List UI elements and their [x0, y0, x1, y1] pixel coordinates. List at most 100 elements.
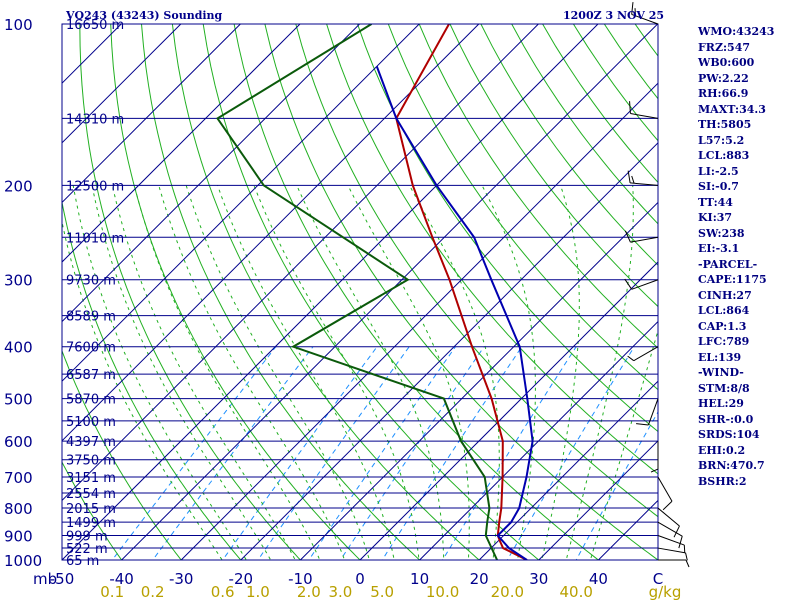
wind-barb-staff	[657, 476, 673, 502]
mixing-ratio-lines	[111, 346, 658, 560]
mixing-ratio-line	[308, 346, 456, 560]
height-label: 5100 m	[66, 415, 116, 430]
height-label: 9730 m	[66, 274, 116, 289]
wind-barb	[636, 398, 659, 426]
wind-barb-staff	[633, 346, 659, 362]
sounding-index-item: CAPE:1175	[698, 273, 767, 286]
wind-barb-feather	[624, 230, 631, 243]
wind-barb	[657, 547, 688, 561]
mixing-ratio-tick-labels: 0.1 0.2 0.6 1.0 2.0 3.0 5.0 10.0 20.0 40.0 g/kg	[100, 583, 681, 600]
isotherm-line	[62, 24, 599, 560]
height-label: 2554 m	[66, 487, 116, 502]
mixing-ratio-tick-label: 20.0	[491, 583, 524, 600]
sounding-index-item: L57:5.2	[698, 133, 745, 147]
pressure-tick-label: 700	[4, 469, 33, 487]
height-label: 2015 m	[66, 502, 116, 517]
isotherm-line	[359, 261, 658, 560]
isotherm-line	[62, 24, 420, 382]
wind-barb	[624, 230, 659, 243]
dry-adiabat	[387, 24, 658, 391]
dry-adiabat	[202, 24, 540, 560]
height-label: 999 m	[66, 529, 108, 544]
pressure-tick-label: 900	[4, 527, 33, 545]
moist-adiabat	[481, 185, 536, 560]
wind-barb-feather	[685, 552, 688, 561]
temperature-profile	[395, 24, 528, 560]
wind-barb-staff	[647, 398, 659, 426]
mixing-ratio-line	[152, 346, 314, 560]
wind-barb	[657, 507, 680, 538]
wind-barb-staff	[657, 507, 680, 527]
wind-barb	[658, 559, 690, 568]
wind-barb-feather	[685, 559, 690, 568]
dry-adiabat	[62, 199, 242, 560]
wind-barb	[657, 476, 673, 511]
moist-adiabat	[91, 185, 272, 560]
isotherm-line	[62, 24, 241, 204]
sounding-index-item: WMO:43243	[698, 25, 775, 38]
wind-barb-staff	[631, 13, 659, 25]
background-lines	[62, 24, 658, 560]
dry-adiabat	[264, 24, 658, 560]
isotherm-line	[62, 24, 480, 442]
isotherm-line	[121, 24, 658, 560]
sounding-index-item: RH:66.9	[698, 87, 749, 100]
wind-barb-feather	[636, 423, 649, 426]
wind-barb-feather	[631, 2, 634, 15]
height-label: 1499 m	[66, 516, 116, 531]
mixing-ratio-tick-label: 0.1	[100, 583, 124, 600]
moist-adiabat	[185, 185, 370, 560]
isobars	[62, 24, 658, 560]
dry-adiabat	[233, 24, 600, 560]
temperature-tick-label: 10	[410, 570, 429, 588]
isotherm-line	[538, 440, 658, 560]
mixing-ratio-tick-label: 0.2	[141, 583, 165, 600]
moist-adiabat	[347, 185, 470, 560]
wind-barb-staff	[657, 521, 683, 537]
temperature-tick-label: C	[653, 570, 663, 588]
sounding-index-item: PW:2.22	[698, 71, 749, 85]
pressure-tick-label: 400	[4, 339, 33, 357]
wind-barb-feather	[673, 525, 680, 538]
pressure-tick-label: 600	[4, 433, 33, 451]
wind-barb-feather	[627, 355, 635, 362]
wind-barb-feather	[662, 500, 673, 511]
pressure-tick-label: 200	[4, 177, 33, 195]
dry-adiabat	[141, 24, 421, 560]
sounding-index-item: LCL:883	[698, 149, 750, 162]
pressure-tick-label: 500	[4, 391, 33, 409]
wind-barb-staff	[630, 182, 659, 186]
temperature-tick-label: -20	[229, 570, 254, 588]
parcel-profile	[375, 66, 534, 560]
height-label: 7600 m	[66, 341, 116, 356]
moist-adiabat	[589, 328, 658, 560]
sounding-index-item: EL:139	[698, 350, 742, 364]
wind-barb-staff	[657, 535, 685, 546]
mixing-ratio-line	[506, 346, 635, 560]
isotherm-line	[240, 142, 658, 560]
height-label: 6587 m	[66, 368, 116, 383]
sounding-indices: WMO:43243 FRZ:547 WB0:600 PW:2.22 RH:66.9 MAX…	[698, 24, 774, 489]
dry-adiabats	[62, 24, 658, 560]
sounding-index-item: -PARCEL-	[698, 257, 758, 271]
height-label: 8589 m	[66, 310, 116, 325]
sounding-index-item: EHI:0.2	[698, 443, 746, 457]
wind-barb	[627, 170, 659, 186]
wind-barb-feather	[678, 536, 683, 549]
dewpoint-profile	[216, 24, 499, 560]
mixing-ratio-line	[575, 411, 658, 560]
wind-barb-staff	[630, 236, 659, 243]
sounding-profiles	[216, 24, 534, 560]
wind-barb	[629, 101, 659, 119]
moist-adiabat	[409, 185, 500, 560]
plot-frame	[61, 23, 659, 561]
mixing-ratio-line	[442, 346, 577, 560]
moist-adiabat	[111, 185, 296, 560]
dry-adiabat	[418, 24, 658, 349]
isotherm-line	[62, 24, 182, 144]
wind-barb-staff	[631, 279, 659, 290]
sounding-index-item: WB0:600	[698, 56, 755, 69]
temperature-tick-label: 20	[470, 570, 489, 588]
